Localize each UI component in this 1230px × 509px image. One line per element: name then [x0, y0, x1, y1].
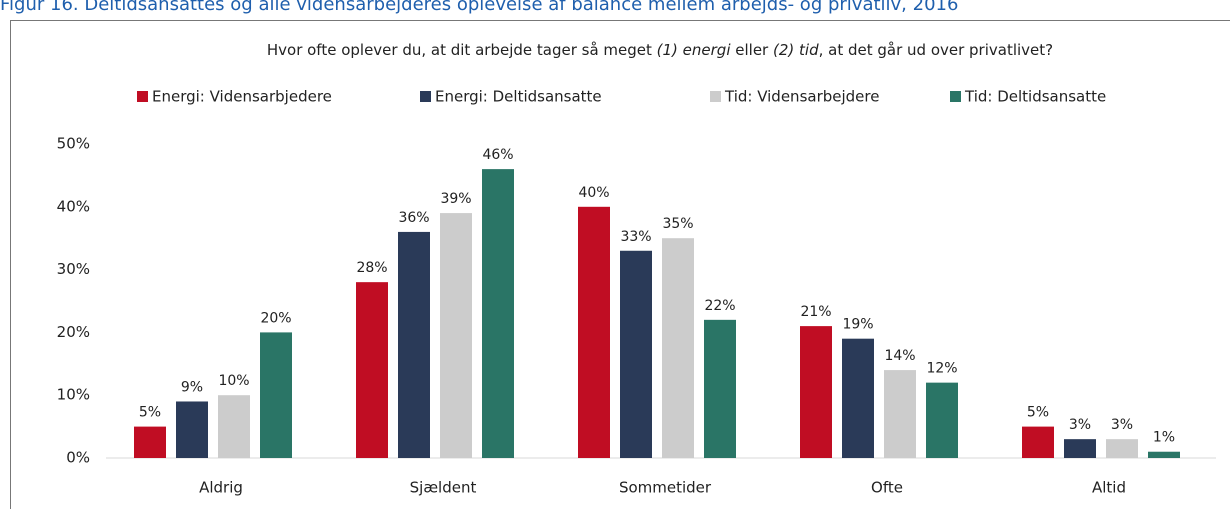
x-tick-label: Aldrig [199, 479, 243, 497]
bar [176, 401, 208, 458]
y-tick-label: 0% [66, 449, 90, 467]
chart-subtitle: Hvor ofte oplever du, at dit arbejde tag… [267, 41, 1053, 59]
figure-caption: Figur 16. Deltidsansattes og alle videns… [0, 0, 958, 15]
x-tick-label: Ofte [871, 479, 903, 497]
y-tick-label: 30% [57, 260, 90, 278]
value-label: 40% [578, 185, 609, 201]
bar [842, 338, 874, 458]
bar [356, 282, 388, 458]
legend-label: Energi: Deltidsansatte [435, 88, 602, 106]
bar [800, 326, 832, 458]
value-label: 12% [926, 361, 957, 377]
x-tick-label: Sommetider [619, 479, 712, 497]
x-tick-label: Sjældent [410, 479, 477, 497]
bar [926, 382, 958, 458]
value-label: 20% [260, 310, 291, 326]
y-tick-label: 50% [57, 135, 90, 153]
legend-label: Tid: Deltidsansatte [964, 88, 1106, 106]
bar [1106, 439, 1138, 458]
bar [704, 319, 736, 458]
bar [440, 213, 472, 458]
value-label: 46% [482, 147, 513, 163]
bar [620, 250, 652, 458]
value-label: 1% [1153, 430, 1175, 446]
y-tick-label: 40% [57, 197, 90, 215]
legend-label: Energi: Vidensarbjedere [152, 88, 332, 106]
bar [578, 206, 610, 458]
value-label: 10% [218, 373, 249, 389]
bar [1148, 451, 1180, 458]
chart-frame [10, 20, 1230, 509]
value-label: 35% [662, 216, 693, 232]
legend-swatch [420, 91, 431, 102]
bar [884, 370, 916, 458]
value-label: 39% [440, 191, 471, 207]
bar [398, 231, 430, 458]
bar [1064, 439, 1096, 458]
legend-swatch [950, 91, 961, 102]
bar [482, 169, 514, 458]
legend-swatch [710, 91, 721, 102]
value-label: 5% [1027, 405, 1049, 421]
value-label: 33% [620, 229, 651, 245]
legend-label: Tid: Vidensarbejdere [724, 88, 879, 106]
legend-swatch [137, 91, 148, 102]
value-label: 3% [1069, 417, 1091, 433]
value-label: 19% [842, 317, 873, 333]
value-label: 28% [356, 260, 387, 276]
y-tick-label: 20% [57, 323, 90, 341]
value-label: 21% [800, 304, 831, 320]
value-label: 14% [884, 348, 915, 364]
value-label: 3% [1111, 417, 1133, 433]
value-label: 9% [181, 379, 203, 395]
y-tick-label: 10% [57, 386, 90, 404]
bar [1022, 426, 1054, 458]
value-label: 5% [139, 405, 161, 421]
x-tick-label: Altid [1092, 479, 1126, 497]
value-label: 36% [398, 210, 429, 226]
bar [260, 332, 292, 458]
value-label: 22% [704, 298, 735, 314]
bar [218, 395, 250, 458]
bar [662, 238, 694, 458]
bar [134, 426, 166, 458]
